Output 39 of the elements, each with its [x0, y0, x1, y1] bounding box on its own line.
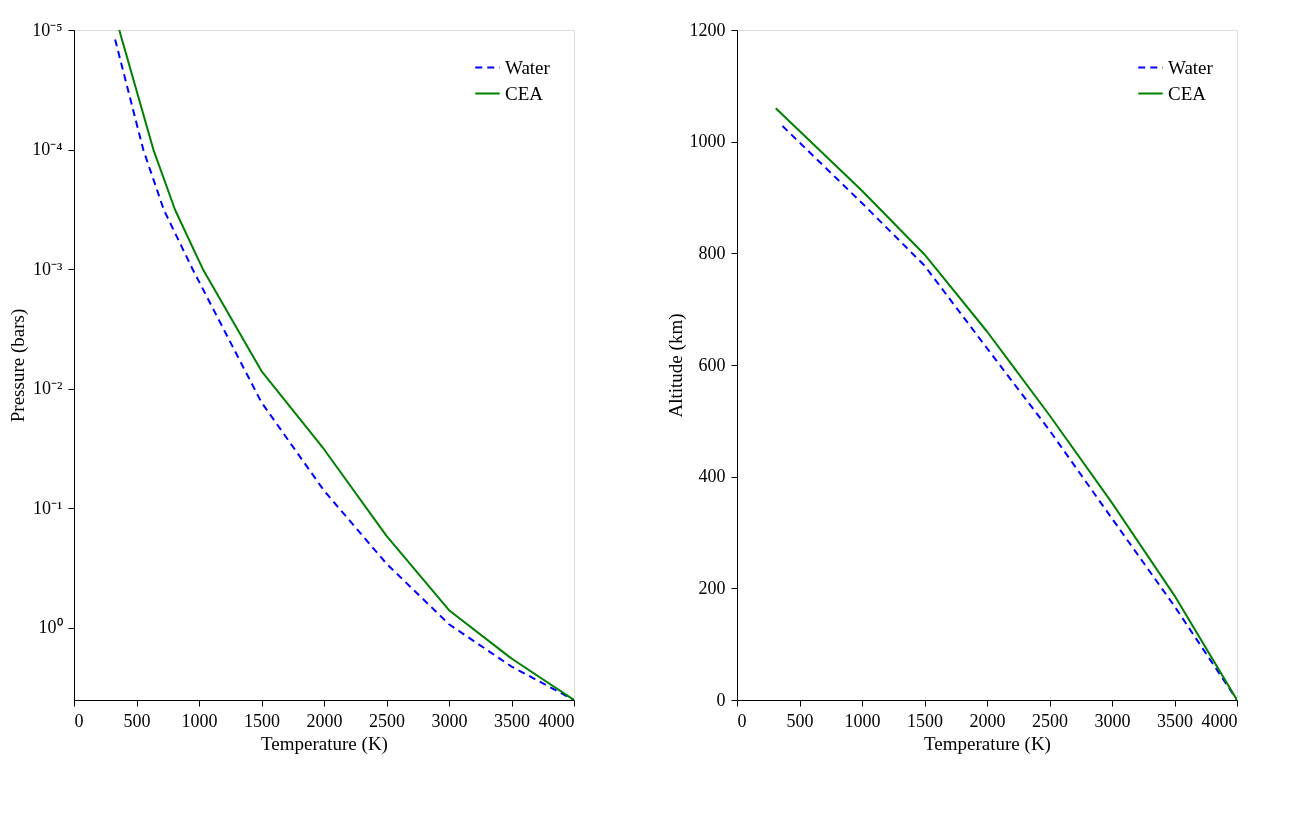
x-tick-label: 2500 — [369, 710, 405, 731]
legend-label: CEA — [505, 82, 544, 104]
y-tick-label: 10⁰ — [38, 617, 63, 638]
x-axis-title: Temperature (K) — [924, 732, 1051, 755]
x-tick-label: 1000 — [844, 710, 881, 731]
legend-label: Water — [1168, 56, 1214, 78]
y-tick-label: 600 — [698, 354, 726, 375]
x-tick-label: 4000 — [538, 710, 575, 731]
y-axis-title: Altitude (km) — [664, 313, 687, 418]
x-tick-label: 1000 — [181, 710, 218, 731]
x-tick-label: 2000 — [306, 710, 343, 731]
y-tick-label: 10⁻⁵ — [32, 19, 63, 40]
y-tick-label: 800 — [698, 242, 726, 263]
y-tick-label: 1000 — [689, 131, 726, 152]
y-tick-label: 10⁻² — [33, 378, 63, 399]
y-tick-label: 10⁻¹ — [33, 497, 63, 518]
x-tick-label: 2000 — [969, 710, 1006, 731]
y-tick-label: 0 — [716, 689, 726, 710]
x-tick-label: 0 — [737, 710, 747, 731]
x-tick-label: 3000 — [431, 710, 468, 731]
y-tick-label: 10⁻⁴ — [32, 139, 63, 160]
x-tick-label: 500 — [786, 710, 814, 731]
x-tick-label: 500 — [123, 710, 151, 731]
x-tick-label: 3000 — [1094, 710, 1131, 731]
y-tick-label: 400 — [698, 466, 726, 487]
x-tick-label: 1500 — [907, 710, 943, 731]
x-tick-label: 0 — [74, 710, 84, 731]
x-tick-label: 2500 — [1032, 710, 1068, 731]
y-axis-title: Pressure (bars) — [7, 308, 30, 423]
x-tick-label: 3500 — [1157, 710, 1193, 731]
y-tick-label: 1200 — [689, 19, 726, 40]
x-tick-label: 1500 — [244, 710, 280, 731]
x-tick-label: 4000 — [1201, 710, 1238, 731]
y-tick-label: 200 — [698, 577, 726, 598]
y-tick-label: 10⁻³ — [33, 258, 64, 279]
x-axis-title: Temperature (K) — [261, 732, 388, 755]
legend-label: CEA — [1168, 82, 1207, 104]
x-tick-label: 3500 — [494, 710, 530, 731]
legend-label: Water — [505, 56, 551, 78]
